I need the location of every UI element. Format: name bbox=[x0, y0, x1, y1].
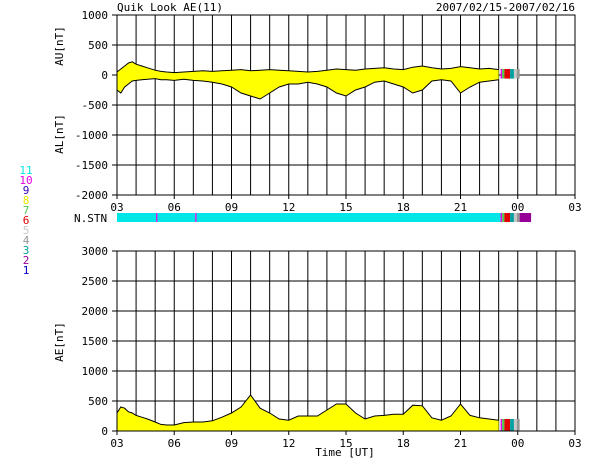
station-legend-item: 3 bbox=[23, 244, 30, 257]
station-marker bbox=[502, 419, 505, 431]
station-legend-item: 1 bbox=[23, 264, 30, 277]
x-tick-label: 06 bbox=[168, 437, 181, 450]
station-legend-item: 7 bbox=[23, 204, 30, 217]
y-tick-label: -500 bbox=[82, 99, 109, 112]
station-count-segment bbox=[510, 213, 514, 222]
date-range: 2007/02/15-2007/02/16 bbox=[436, 1, 575, 14]
station-count-segment bbox=[519, 213, 532, 222]
y-tick-label: 2000 bbox=[82, 305, 109, 318]
station-marker bbox=[500, 69, 503, 79]
station-count-row: N.STN bbox=[74, 212, 532, 225]
station-marker bbox=[504, 419, 511, 431]
x-tick-label: 18 bbox=[397, 437, 410, 450]
station-marker bbox=[510, 419, 514, 431]
station-marker bbox=[516, 419, 520, 431]
figure-title: Quik Look AE(11) bbox=[117, 1, 223, 14]
y-tick-label: -2000 bbox=[75, 189, 108, 202]
y-tick-label: 500 bbox=[88, 395, 108, 408]
station-legend-item: 8 bbox=[23, 194, 30, 207]
time-axis-label: Time [UT] bbox=[315, 446, 375, 459]
x-tick-label: 03 bbox=[568, 437, 581, 450]
x-tick-label: 00 bbox=[511, 437, 524, 450]
x-tick-label: 03 bbox=[110, 437, 123, 450]
x-tick-label: 15 bbox=[339, 201, 352, 214]
station-count-bar bbox=[117, 213, 532, 222]
station-marker bbox=[504, 69, 511, 79]
x-tick-label: 15 bbox=[339, 437, 352, 450]
station-legend-item: 11 bbox=[19, 164, 32, 177]
station-legend-item: 6 bbox=[23, 214, 30, 227]
y-tick-label: 1000 bbox=[82, 365, 109, 378]
au-al-fill bbox=[117, 61, 499, 99]
x-tick-label: 12 bbox=[282, 437, 295, 450]
al-series-line bbox=[116, 78, 499, 100]
station-count-segment bbox=[500, 213, 503, 222]
station-count-segment bbox=[117, 213, 157, 222]
x-tick-label: 09 bbox=[225, 437, 238, 450]
ae-axis-label: AE[nT] bbox=[53, 322, 66, 362]
station-legend-item: 10 bbox=[19, 174, 32, 187]
x-tick-label: 09 bbox=[225, 201, 238, 214]
y-tick-label: 0 bbox=[101, 425, 108, 438]
station-count-segment bbox=[156, 213, 158, 222]
station-count-segment bbox=[504, 213, 511, 222]
y-tick-label: 1000 bbox=[82, 9, 109, 22]
y-tick-label: -1500 bbox=[75, 159, 108, 172]
ae-series-line bbox=[116, 394, 499, 426]
y-tick-label: -1000 bbox=[75, 129, 108, 142]
station-marker bbox=[513, 419, 517, 431]
y-tick-label: 2500 bbox=[82, 275, 109, 288]
station-marker bbox=[510, 69, 514, 79]
station-marker bbox=[502, 69, 505, 79]
station-count-segment bbox=[196, 213, 501, 222]
station-count-segment bbox=[502, 213, 505, 222]
x-tick-label: 03 bbox=[110, 201, 123, 214]
x-tick-label: 12 bbox=[282, 201, 295, 214]
y-tick-label: 0 bbox=[101, 69, 108, 82]
station-legend-item: 4 bbox=[23, 234, 30, 247]
x-tick-label: 21 bbox=[454, 201, 467, 214]
station-count-segment bbox=[157, 213, 196, 222]
x-tick-label: 00 bbox=[511, 201, 524, 214]
station-legend-item: 9 bbox=[23, 184, 30, 197]
station-count-label: N.STN bbox=[74, 212, 107, 225]
ae-fill bbox=[117, 395, 499, 431]
station-marker bbox=[500, 419, 503, 431]
au-axis-label: AU[nT] bbox=[53, 26, 66, 66]
x-tick-label: 18 bbox=[397, 201, 410, 214]
y-tick-label: 3000 bbox=[82, 245, 109, 258]
station-marker bbox=[516, 69, 520, 79]
station-count-segment bbox=[516, 213, 520, 222]
y-tick-label: 1500 bbox=[82, 335, 109, 348]
au-al-grid bbox=[116, 14, 576, 196]
station-legend-item: 2 bbox=[23, 254, 30, 267]
y-tick-label: 500 bbox=[88, 39, 108, 52]
al-axis-label: AL[nT] bbox=[53, 114, 66, 154]
x-tick-label: 03 bbox=[568, 201, 581, 214]
au-series-line bbox=[116, 61, 499, 74]
station-legend-item: 5 bbox=[23, 224, 30, 237]
station-count-segment bbox=[195, 213, 197, 222]
x-tick-label: 21 bbox=[454, 437, 467, 450]
ae-plot bbox=[116, 394, 520, 431]
x-tick-label: 06 bbox=[168, 201, 181, 214]
au-al-plot bbox=[116, 61, 575, 100]
station-count-segment bbox=[513, 213, 517, 222]
station-marker bbox=[513, 69, 517, 79]
